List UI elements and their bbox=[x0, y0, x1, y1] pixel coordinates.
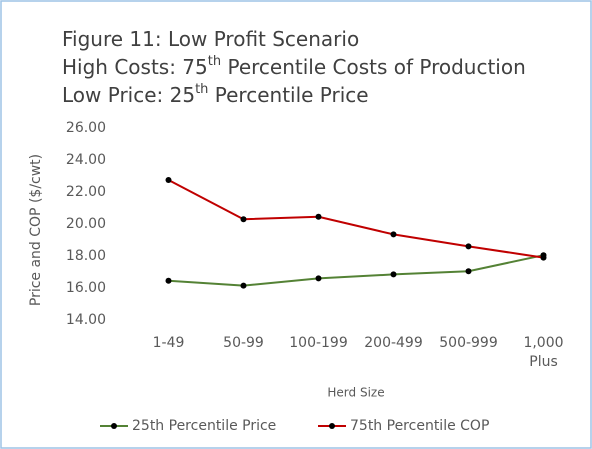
series-line bbox=[168, 254, 544, 287]
data-point bbox=[240, 216, 247, 223]
title-text: High Costs: 75 bbox=[62, 55, 208, 79]
title-text: Percentile Price bbox=[208, 83, 368, 107]
x-tick-label: 500-999 bbox=[439, 335, 498, 351]
y-tick-label: 14.00 bbox=[66, 312, 106, 328]
data-point bbox=[390, 231, 397, 238]
legend-label: 75th Percentile COP bbox=[350, 418, 489, 434]
title-text: Percentile Costs of Production bbox=[221, 55, 526, 79]
y-axis-label: Price and COP ($/cwt) bbox=[28, 154, 44, 306]
data-point bbox=[315, 213, 322, 220]
y-tick-label: 24.00 bbox=[66, 152, 106, 168]
data-point bbox=[390, 271, 397, 278]
data-point bbox=[465, 243, 472, 250]
x-tick-label: 1-49 bbox=[152, 335, 185, 351]
chart-title: Figure 11: Low Profit Scenario bbox=[62, 27, 359, 51]
y-tick-label: 26.00 bbox=[66, 120, 106, 136]
x-axis-label: Herd Size bbox=[327, 386, 384, 400]
data-point bbox=[240, 282, 247, 289]
title-text: Low Price: 25 bbox=[62, 83, 195, 107]
x-tick-label: 1,000 Plus bbox=[523, 335, 564, 370]
data-point bbox=[465, 268, 472, 275]
title-superscript: th bbox=[208, 54, 221, 69]
data-point bbox=[165, 177, 172, 183]
y-tick-label: 16.00 bbox=[66, 280, 106, 296]
title-text: Figure 11: Low Profit Scenario bbox=[62, 27, 359, 51]
y-tick-label: 20.00 bbox=[66, 216, 106, 232]
x-tick-label: 200-499 bbox=[364, 335, 423, 351]
y-tick-label: 18.00 bbox=[66, 248, 106, 264]
legend-label: 25th Percentile Price bbox=[132, 418, 276, 434]
y-tick-label: 22.00 bbox=[66, 184, 106, 200]
data-point bbox=[540, 254, 547, 261]
data-point bbox=[165, 277, 172, 284]
legend-marker bbox=[111, 423, 117, 429]
chart-title: Low Price: 25th Percentile Price bbox=[62, 82, 369, 107]
x-tick-label: 50-99 bbox=[223, 335, 264, 351]
title-superscript: th bbox=[195, 82, 208, 97]
data-point bbox=[315, 275, 322, 282]
chart-title: High Costs: 75th Percentile Costs of Pro… bbox=[62, 54, 526, 79]
x-tick-label: 100-199 bbox=[289, 335, 348, 351]
legend-marker bbox=[329, 423, 335, 429]
series-line bbox=[168, 179, 544, 259]
